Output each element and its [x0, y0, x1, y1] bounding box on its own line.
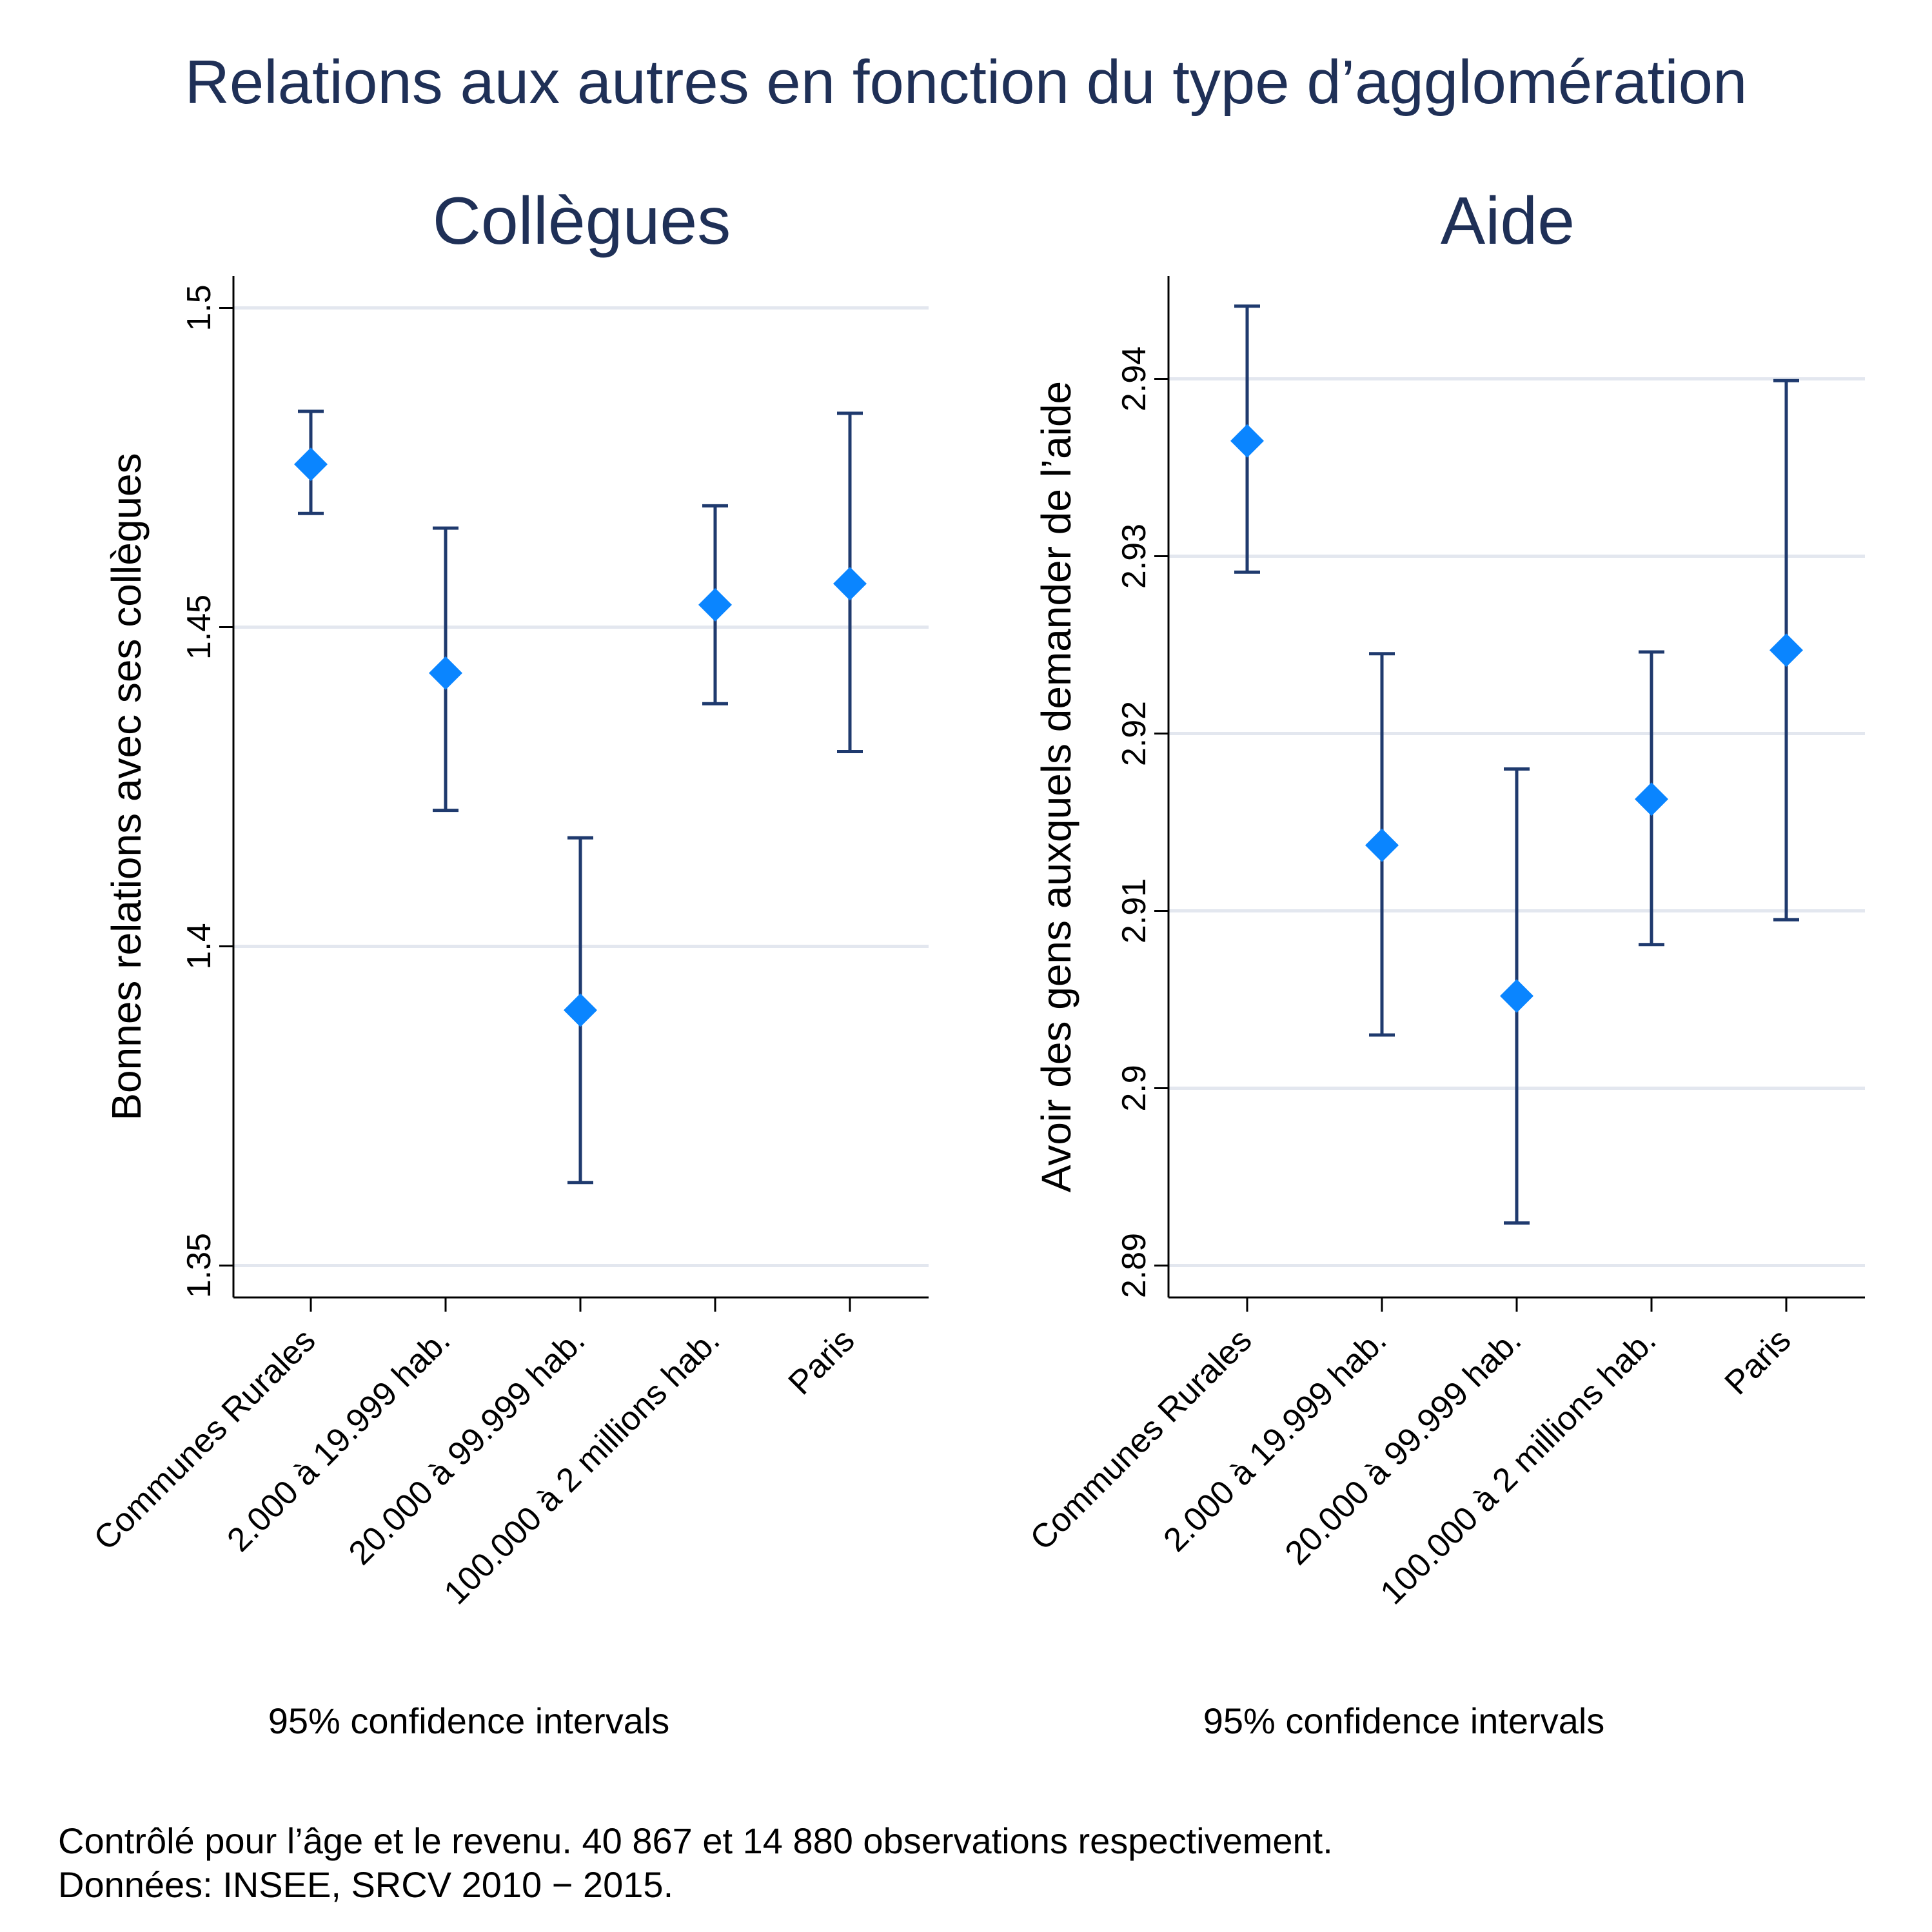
x-tick-label: 2.000 à 19.999 hab.: [1156, 1321, 1394, 1559]
data-point: [1635, 782, 1668, 816]
x-tick-label: Communes Rurales: [1023, 1321, 1259, 1557]
x-tick-label: 100.000 à 2 millions hab.: [1374, 1321, 1664, 1612]
footnote-line-2: Données: INSEE, SRCV 2010 − 2015.: [58, 1864, 673, 1905]
ci-note: 95% confidence intervals: [268, 1700, 670, 1741]
panel-title: Aide: [1441, 184, 1575, 259]
x-tick-label: Communes Rurales: [87, 1321, 323, 1557]
data-point: [698, 587, 732, 622]
y-tick-label: 2.92: [1116, 701, 1153, 766]
x-tick-label: 100.000 à 2 millions hab.: [437, 1321, 727, 1612]
y-tick-label: 1.5: [181, 284, 218, 331]
y-tick-label: 2.9: [1116, 1065, 1153, 1111]
y-axis-title: Bonnes relations avec ses collègues: [103, 453, 150, 1120]
y-tick-label: 1.4: [181, 923, 218, 969]
data-point: [1769, 633, 1803, 667]
panel-aide: Aide 2.89 2.9 2.91 2.92 2.93 2.94 Avoir des gen…: [1023, 184, 1865, 1741]
y-tick-label: 2.89: [1116, 1233, 1153, 1298]
y-tick-label: 2.94: [1116, 346, 1153, 411]
x-tick-label: Paris: [1718, 1321, 1799, 1402]
y-tick-label: 2.91: [1116, 878, 1153, 943]
figure-title: Relations aux autres en fonction du type…: [185, 48, 1748, 117]
x-tick-label: Paris: [782, 1321, 862, 1402]
ci-note: 95% confidence intervals: [1203, 1700, 1605, 1741]
data-point: [294, 448, 328, 482]
y-tick-label: 1.35: [181, 1233, 218, 1298]
data-point: [564, 993, 597, 1027]
y-tick-label: 2.93: [1116, 524, 1153, 589]
x-tick-label: 20.000 à 99.999 hab.: [342, 1321, 593, 1572]
data-point: [429, 656, 462, 690]
x-tick-label: 2.000 à 19.999 hab.: [220, 1321, 457, 1559]
data-point: [833, 567, 867, 601]
panel-collegues: Collègues 1.35 1.4 1.45 1.5 Bonnes relations …: [87, 184, 929, 1741]
y-tick-label: 1.45: [181, 595, 218, 660]
footnote-line-1: Contrôlé pour l’âge et le revenu. 40 867…: [58, 1820, 1333, 1861]
panel-title: Collègues: [433, 184, 731, 259]
data-point: [1365, 828, 1399, 862]
data-point: [1500, 979, 1533, 1013]
y-axis-title: Avoir des gens auxquels demander de l’ai…: [1033, 381, 1079, 1192]
x-tick-label: 20.000 à 99.999 hab.: [1278, 1321, 1529, 1572]
data-point: [1230, 424, 1264, 458]
